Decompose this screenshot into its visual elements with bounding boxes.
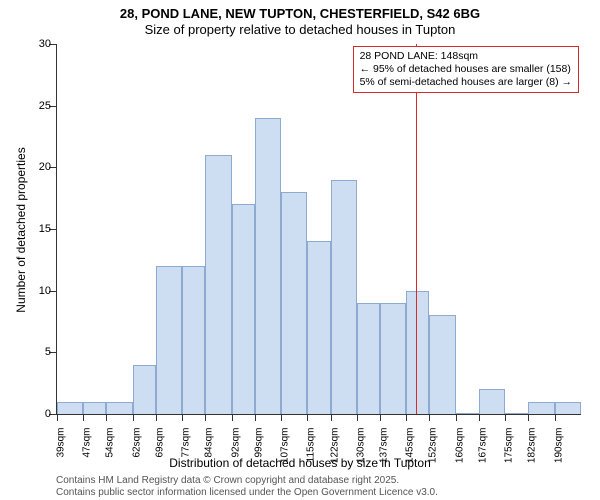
x-tick	[555, 414, 556, 421]
chart-title-line1: 28, POND LANE, NEW TUPTON, CHESTERFIELD,…	[0, 6, 600, 21]
histogram-bar	[380, 303, 406, 414]
x-tick	[456, 414, 457, 421]
annotation-box: 28 POND LANE: 148sqm← 95% of detached ho…	[353, 46, 579, 93]
plot-area: 05101520253039sqm47sqm54sqm62sqm69sqm77s…	[56, 44, 581, 415]
histogram-bar	[57, 402, 83, 414]
x-tick	[505, 414, 506, 421]
x-tick-label: 62sqm	[131, 428, 142, 458]
histogram-bar	[182, 266, 205, 414]
property-marker-line	[416, 44, 417, 414]
x-tick	[133, 414, 134, 421]
histogram-bar	[106, 402, 132, 414]
x-tick	[255, 414, 256, 421]
footer-license: Contains public sector information licen…	[56, 487, 438, 498]
histogram-bar	[429, 315, 455, 414]
x-tick	[57, 414, 58, 421]
x-tick	[331, 414, 332, 421]
x-tick	[307, 414, 308, 421]
histogram-bar	[307, 241, 330, 414]
histogram-bar	[83, 402, 106, 414]
y-tick-label: 10	[21, 285, 51, 297]
histogram-bar	[281, 192, 307, 414]
x-tick-label: 92sqm	[230, 428, 241, 458]
y-tick-label: 25	[21, 100, 51, 112]
x-tick-label: 69sqm	[154, 428, 165, 458]
histogram-bar	[479, 389, 505, 414]
x-tick	[429, 414, 430, 421]
x-tick-label: 47sqm	[82, 428, 93, 458]
histogram-bar	[205, 155, 231, 414]
histogram-bar	[232, 204, 255, 414]
y-tick-label: 15	[21, 223, 51, 235]
x-tick	[83, 414, 84, 421]
footer-copyright: Contains HM Land Registry data © Crown c…	[56, 475, 399, 486]
y-tick-label: 5	[21, 346, 51, 358]
x-tick-label: 99sqm	[253, 428, 264, 458]
x-tick-label: 39sqm	[56, 428, 67, 458]
x-tick	[528, 414, 529, 421]
x-tick	[106, 414, 107, 421]
x-tick-label: 54sqm	[105, 428, 116, 458]
y-tick-label: 30	[21, 38, 51, 50]
x-tick	[205, 414, 206, 421]
x-tick	[156, 414, 157, 421]
x-tick	[406, 414, 407, 421]
x-tick	[281, 414, 282, 421]
annotation-line: 5% of semi-detached houses are larger (8…	[360, 76, 572, 89]
histogram-bar	[255, 118, 281, 414]
histogram-bar	[456, 413, 479, 414]
x-tick-label: 84sqm	[204, 428, 215, 458]
chart-title-line2: Size of property relative to detached ho…	[0, 22, 600, 37]
y-tick-label: 0	[21, 408, 51, 420]
property-size-chart: 28, POND LANE, NEW TUPTON, CHESTERFIELD,…	[0, 0, 600, 500]
x-tick	[380, 414, 381, 421]
histogram-bar	[156, 266, 182, 414]
x-tick	[357, 414, 358, 421]
histogram-bar	[406, 291, 429, 414]
x-tick-label: 77sqm	[181, 428, 192, 458]
histogram-bar	[133, 365, 156, 414]
x-tick	[232, 414, 233, 421]
annotation-line: 28 POND LANE: 148sqm	[360, 50, 572, 63]
y-tick-label: 20	[21, 161, 51, 173]
x-tick	[182, 414, 183, 421]
histogram-bar	[357, 303, 380, 414]
x-axis-title: Distribution of detached houses by size …	[0, 456, 600, 470]
x-tick	[479, 414, 480, 421]
histogram-bar	[331, 180, 357, 414]
histogram-bar	[555, 402, 581, 414]
histogram-bar	[505, 413, 528, 414]
annotation-line: ← 95% of detached houses are smaller (15…	[360, 63, 572, 76]
histogram-bar	[528, 402, 554, 414]
